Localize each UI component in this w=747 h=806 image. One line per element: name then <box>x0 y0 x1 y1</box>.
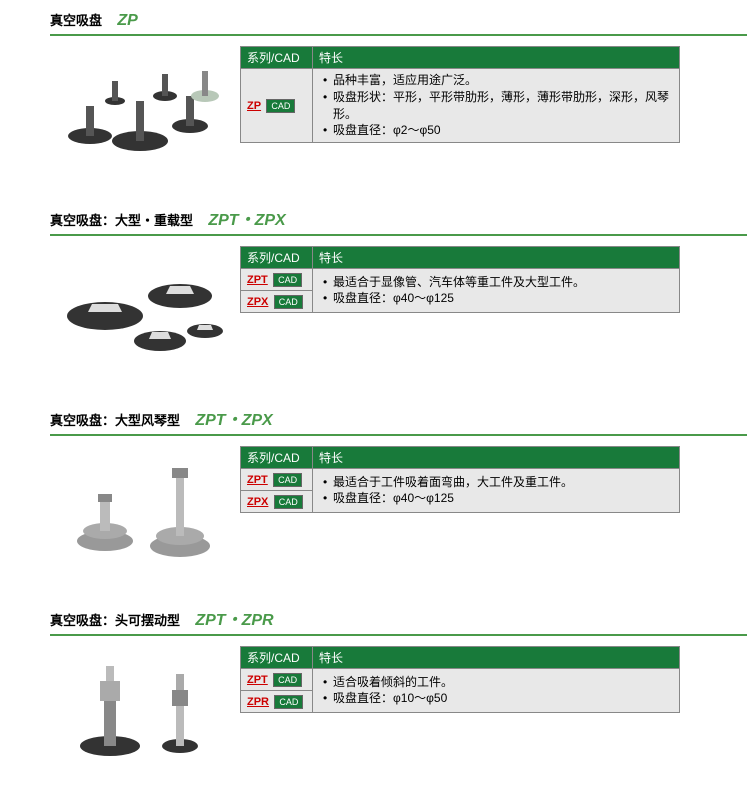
feature-cell: 最适合于工件吸着面弯曲，大工件及重工件。 吸盘直径：φ40～φ125 <box>313 469 680 513</box>
section-zpt-zpx-bellows: 真空吸盘：大型风琴型 ZPT・ZPX 系列/CAD 特长 ZPT CAD <box>50 406 747 566</box>
series-link-zpr[interactable]: ZPR <box>247 696 269 708</box>
series-cell: ZPT CAD <box>241 269 313 291</box>
cad-badge[interactable]: CAD <box>274 695 303 709</box>
spec-table: 系列/CAD 特长 ZPT CAD 适合吸着倾斜的工件。 吸盘直径：φ10～φ5… <box>240 646 680 713</box>
series-link-zpt[interactable]: ZPT <box>247 674 268 686</box>
feature-item: 品种丰富，适应用途广泛。 <box>319 72 673 89</box>
spec-table: 系列/CAD 特长 ZP CAD 品种丰富，适应用途广泛。 吸盘形状：平形，平形… <box>240 46 680 143</box>
title-label: 真空吸盘：头可摆动型 <box>50 613 180 628</box>
feature-item: 吸盘直径：φ40～φ125 <box>319 290 673 307</box>
cad-badge[interactable]: CAD <box>266 99 295 113</box>
title-series: ZP <box>117 12 137 29</box>
series-cell: ZPR CAD <box>241 690 313 712</box>
product-image <box>50 246 230 366</box>
feature-cell: 适合吸着倾斜的工件。 吸盘直径：φ10～φ50 <box>313 669 680 713</box>
title-series: ZPT・ZPX <box>208 212 285 229</box>
feature-item: 适合吸着倾斜的工件。 <box>319 674 673 691</box>
title-series: ZPT・ZPR <box>195 612 273 629</box>
feature-item: 吸盘直径：φ40～φ125 <box>319 490 673 507</box>
title-series: ZPT・ZPX <box>195 412 272 429</box>
spec-table: 系列/CAD 特长 ZPT CAD 最适合于工件吸着面弯曲，大工件及重工件。 吸… <box>240 446 680 513</box>
feature-item: 吸盘形状：平形，平形带肋形，薄形，薄形带肋形，深形，风琴形。 <box>319 89 673 123</box>
header-feature: 特长 <box>313 247 680 269</box>
feature-cell: 品种丰富，适应用途广泛。 吸盘形状：平形，平形带肋形，薄形，薄形带肋形，深形，风… <box>313 69 680 143</box>
series-link-zpt[interactable]: ZPT <box>247 474 268 486</box>
section-title: 真空吸盘：大型风琴型 ZPT・ZPX <box>50 406 747 436</box>
spec-table: 系列/CAD 特长 ZPT CAD 最适合于显像管、汽车体等重工件及大型工件。 … <box>240 246 680 313</box>
header-series: 系列/CAD <box>241 647 313 669</box>
series-cell: ZPX CAD <box>241 490 313 512</box>
series-cell: ZP CAD <box>241 69 313 143</box>
section-body: 系列/CAD 特长 ZPT CAD 最适合于显像管、汽车体等重工件及大型工件。 … <box>50 246 747 366</box>
feature-cell: 最适合于显像管、汽车体等重工件及大型工件。 吸盘直径：φ40～φ125 <box>313 269 680 313</box>
header-series: 系列/CAD <box>241 447 313 469</box>
feature-item: 最适合于显像管、汽车体等重工件及大型工件。 <box>319 274 673 291</box>
cad-badge[interactable]: CAD <box>273 473 302 487</box>
section-zp: 真空吸盘 ZP 系列/CAD 特长 ZP CAD <box>50 10 747 166</box>
series-cell: ZPX CAD <box>241 290 313 312</box>
title-label: 真空吸盘：大型风琴型 <box>50 413 180 428</box>
product-image <box>50 46 230 166</box>
feature-item: 最适合于工件吸着面弯曲，大工件及重工件。 <box>319 474 673 491</box>
cad-badge[interactable]: CAD <box>273 273 302 287</box>
section-title: 真空吸盘：大型・重载型 ZPT・ZPX <box>50 206 747 236</box>
section-body: 系列/CAD 特长 ZPT CAD 最适合于工件吸着面弯曲，大工件及重工件。 吸… <box>50 446 747 566</box>
section-body: 系列/CAD 特长 ZPT CAD 适合吸着倾斜的工件。 吸盘直径：φ10～φ5… <box>50 646 747 766</box>
title-label: 真空吸盘：大型・重载型 <box>50 213 193 228</box>
header-feature: 特长 <box>313 47 680 69</box>
series-cell: ZPT CAD <box>241 469 313 491</box>
header-series: 系列/CAD <box>241 247 313 269</box>
series-link-zpt[interactable]: ZPT <box>247 274 268 286</box>
series-link-zp[interactable]: ZP <box>247 100 261 112</box>
title-label: 真空吸盘 <box>50 13 102 28</box>
series-cell: ZPT CAD <box>241 669 313 691</box>
feature-item: 吸盘直径：φ10～φ50 <box>319 690 673 707</box>
header-feature: 特长 <box>313 647 680 669</box>
cad-badge[interactable]: CAD <box>273 673 302 687</box>
cad-badge[interactable]: CAD <box>274 295 303 309</box>
section-title: 真空吸盘 ZP <box>50 10 747 36</box>
feature-item: 吸盘直径：φ2～φ50 <box>319 122 673 139</box>
series-link-zpx[interactable]: ZPX <box>247 496 268 508</box>
product-image <box>50 646 230 766</box>
series-link-zpx[interactable]: ZPX <box>247 296 268 308</box>
section-zpt-zpr-swing: 真空吸盘：头可摆动型 ZPT・ZPR 系列/CAD 特长 ZPT CAD <box>50 606 747 766</box>
section-title: 真空吸盘：头可摆动型 ZPT・ZPR <box>50 606 747 636</box>
section-body: 系列/CAD 特长 ZP CAD 品种丰富，适应用途广泛。 吸盘形状：平形，平形… <box>50 46 747 166</box>
cad-badge[interactable]: CAD <box>274 495 303 509</box>
product-image <box>50 446 230 566</box>
header-feature: 特长 <box>313 447 680 469</box>
section-zpt-zpx-heavy: 真空吸盘：大型・重载型 ZPT・ZPX 系列/CAD 特长 ZPT CAD <box>50 206 747 366</box>
header-series: 系列/CAD <box>241 47 313 69</box>
